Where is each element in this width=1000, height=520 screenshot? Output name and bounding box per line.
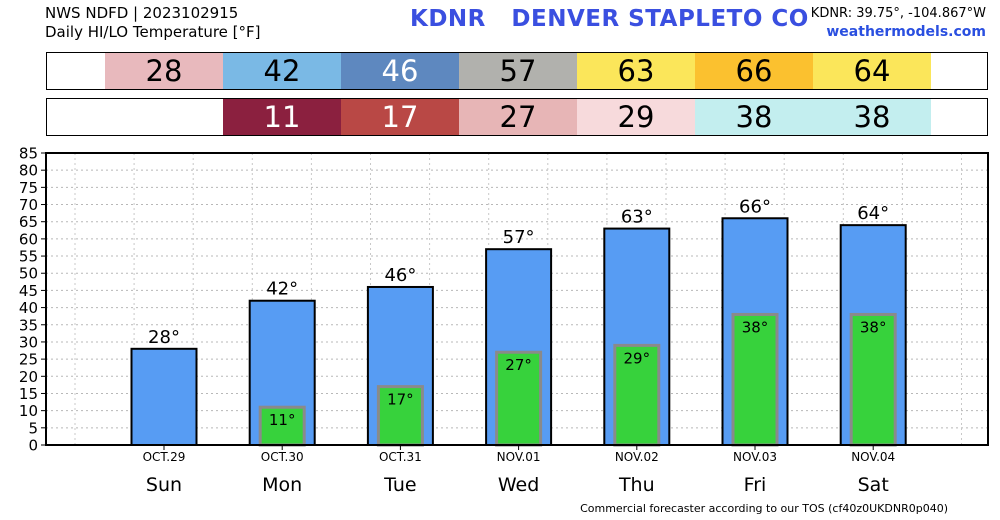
- low-temperature-strip: 11 17 27 29 38 38: [46, 98, 988, 136]
- high-value-label: 64°: [857, 203, 889, 224]
- high-temp-cell: 63: [577, 53, 695, 89]
- low-value-label: 11°: [269, 411, 296, 429]
- low-bar: [495, 350, 543, 447]
- y-tick-label: 25: [19, 351, 38, 369]
- y-tick-label: 40: [19, 299, 38, 317]
- date-label: OCT.30: [261, 450, 304, 464]
- high-bar: [130, 347, 198, 446]
- y-tick-label: 75: [19, 179, 38, 197]
- high-temp-cell: 46: [341, 53, 459, 89]
- high-temp-cell: 57: [459, 53, 577, 89]
- model-run-label: NWS NDFD | 2023102915: [45, 4, 239, 22]
- y-tick-label: 70: [19, 196, 38, 214]
- site-link[interactable]: weathermodels.com: [826, 24, 986, 40]
- date-label: NOV.01: [497, 450, 541, 464]
- day-label: Fri: [744, 474, 767, 496]
- high-temp-cell: 28: [105, 53, 223, 89]
- day-label: Mon: [262, 474, 302, 496]
- header-location: KDNR: 39.75°, -104.867°W weathermodels.c…: [811, 4, 986, 42]
- date-label: NOV.02: [615, 450, 659, 464]
- day-label: Wed: [498, 474, 539, 496]
- high-value-label: 66°: [739, 196, 771, 217]
- low-temp-cell: 38: [695, 99, 813, 135]
- low-value-label: 29°: [624, 349, 651, 367]
- low-temp-cell: [105, 99, 223, 135]
- date-label: NOV.04: [851, 450, 895, 464]
- date-label: OCT.29: [143, 450, 186, 464]
- header-info: NWS NDFD | 2023102915 Daily HI/LO Temper…: [45, 4, 261, 42]
- low-value-label: 38°: [860, 318, 887, 336]
- y-tick-label: 50: [19, 265, 38, 283]
- y-tick-label: 85: [19, 145, 38, 163]
- high-value-label: 46°: [384, 265, 416, 286]
- low-bar: [613, 343, 661, 447]
- day-label: Tue: [383, 474, 416, 496]
- y-tick-label: 15: [19, 385, 38, 403]
- low-temp-cell: 29: [577, 99, 695, 135]
- low-temp-cell: 27: [459, 99, 577, 135]
- high-value-label: 63°: [621, 207, 653, 228]
- high-temperature-strip: 28 42 46 57 63 66 64: [46, 52, 988, 90]
- y-tick-label: 45: [19, 282, 38, 300]
- low-bar: [376, 385, 424, 447]
- y-tick-label: 5: [28, 419, 38, 437]
- low-temp-cell: 11: [223, 99, 341, 135]
- y-tick-label: 0: [28, 437, 38, 455]
- high-temp-cell: 66: [695, 53, 813, 89]
- product-label: Daily HI/LO Temperature [°F]: [45, 23, 261, 41]
- low-value-label: 38°: [742, 318, 769, 336]
- day-label: Sat: [858, 474, 889, 496]
- station-title: KDNR DENVER STAPLETO CO: [410, 6, 809, 32]
- y-tick-label: 30: [19, 333, 38, 351]
- y-tick-label: 10: [19, 402, 38, 420]
- high-temp-cell: 42: [223, 53, 341, 89]
- high-value-label: 28°: [148, 327, 180, 348]
- low-temp-cell: 38: [813, 99, 931, 135]
- y-tick-label: 65: [19, 213, 38, 231]
- y-tick-label: 35: [19, 316, 38, 334]
- high-value-label: 57°: [503, 227, 535, 248]
- day-label: Sun: [146, 474, 182, 496]
- station-coordinates: KDNR: 39.75°, -104.867°W: [810, 6, 986, 21]
- day-label: Thu: [618, 474, 655, 496]
- low-bar: [258, 405, 306, 447]
- y-tick-label: 60: [19, 230, 38, 248]
- high-value-label: 42°: [266, 279, 298, 300]
- plot-frame: [45, 152, 989, 446]
- date-label: NOV.03: [733, 450, 777, 464]
- y-tick-label: 55: [19, 248, 38, 266]
- low-value-label: 17°: [387, 391, 414, 409]
- y-tick-label: 80: [19, 162, 38, 180]
- y-tick-label: 20: [19, 368, 38, 386]
- date-label: OCT.31: [379, 450, 422, 464]
- high-temp-cell: 64: [813, 53, 931, 89]
- footer-note: Commercial forecaster according to our T…: [580, 502, 948, 515]
- low-temp-cell: 17: [341, 99, 459, 135]
- low-value-label: 27°: [505, 356, 532, 374]
